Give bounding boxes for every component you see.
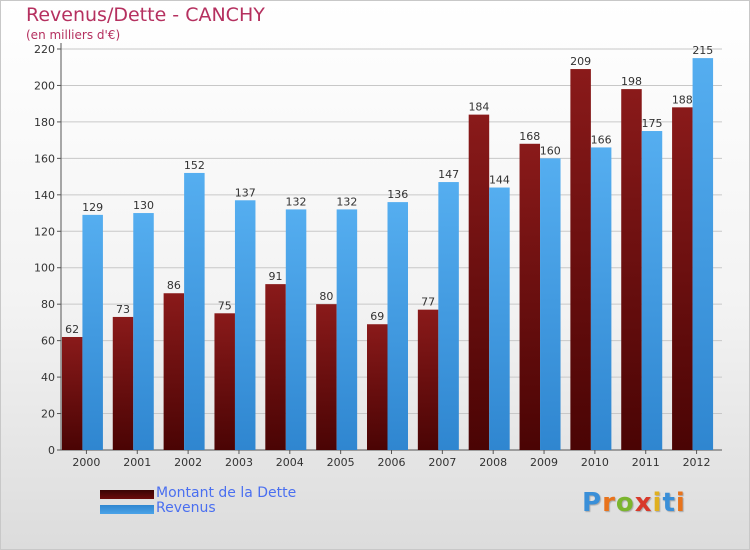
bar-debt xyxy=(621,89,642,450)
y-tick-label: 40 xyxy=(41,371,55,384)
data-label-debt: 168 xyxy=(519,130,540,143)
bar-revenue xyxy=(336,209,358,450)
logo-letter: r xyxy=(602,488,616,518)
data-label-debt: 91 xyxy=(269,270,283,283)
data-label-debt: 86 xyxy=(167,279,181,292)
data-label-debt: 62 xyxy=(65,323,79,336)
x-tick-label: 2000 xyxy=(72,456,100,469)
bar-debt xyxy=(112,316,134,450)
bar-revenue xyxy=(184,172,205,451)
legend-swatch-revenue xyxy=(100,505,154,514)
logo-letter: P xyxy=(582,488,603,518)
bar-debt xyxy=(468,114,490,451)
y-tick-label: 100 xyxy=(34,262,55,275)
chart-subtitle: (en milliers d'€) xyxy=(26,28,121,42)
bar-debt xyxy=(519,143,541,451)
bar-debt xyxy=(672,107,693,450)
data-label-revenue: 129 xyxy=(82,201,103,214)
x-tick-label: 2006 xyxy=(378,456,406,469)
y-tick-label: 180 xyxy=(34,116,55,129)
x-tick-label: 2008 xyxy=(479,456,507,469)
bar-revenue xyxy=(387,202,408,450)
data-label-debt: 188 xyxy=(672,93,693,106)
bar-revenue xyxy=(438,182,459,451)
data-label-revenue: 137 xyxy=(235,186,256,199)
bar-debt xyxy=(316,304,337,450)
x-tick-label: 2010 xyxy=(581,456,609,469)
bar-revenue xyxy=(82,214,103,450)
data-label-debt: 80 xyxy=(319,290,333,303)
data-label-debt: 198 xyxy=(621,75,642,88)
y-tick-label: 80 xyxy=(41,298,55,311)
bar-revenue xyxy=(234,200,256,450)
data-label-revenue: 130 xyxy=(133,199,154,212)
bar-debt xyxy=(367,324,388,450)
data-label-debt: 184 xyxy=(468,101,489,114)
data-label-revenue: 147 xyxy=(438,168,459,181)
data-label-debt: 69 xyxy=(370,310,384,323)
bar-revenue xyxy=(133,213,154,450)
proxiti-logo: Proxiti xyxy=(582,488,686,518)
data-label-revenue: 215 xyxy=(692,44,713,57)
bar-debt xyxy=(570,69,591,451)
logo-letter: t xyxy=(662,488,676,518)
data-label-revenue: 136 xyxy=(387,188,408,201)
logo-letter: i xyxy=(652,488,663,518)
x-tick-label: 2003 xyxy=(225,456,253,469)
data-label-revenue: 166 xyxy=(591,133,612,146)
data-label-revenue: 152 xyxy=(184,159,205,172)
y-tick-label: 140 xyxy=(34,189,55,202)
x-tick-label: 2011 xyxy=(632,456,660,469)
data-label-debt: 75 xyxy=(218,299,232,312)
bar-revenue xyxy=(540,158,561,450)
bar-debt xyxy=(417,309,439,450)
bar-revenue xyxy=(285,209,307,450)
data-label-revenue: 160 xyxy=(540,144,561,157)
y-tick-label: 220 xyxy=(34,43,55,56)
data-label-revenue: 132 xyxy=(286,195,307,208)
data-label-revenue: 132 xyxy=(336,195,357,208)
bar-debt xyxy=(265,284,286,450)
data-label-debt: 73 xyxy=(116,303,130,316)
y-tick-label: 200 xyxy=(34,79,55,92)
logo-letter: i xyxy=(675,488,686,518)
x-tick-label: 2012 xyxy=(683,456,711,469)
logo-letter: o xyxy=(615,488,635,518)
y-tick-label: 20 xyxy=(41,408,55,421)
x-tick-label: 2005 xyxy=(327,456,355,469)
x-tick-label: 2007 xyxy=(428,456,456,469)
bar-revenue xyxy=(641,131,663,451)
data-label-revenue: 144 xyxy=(489,174,510,187)
x-tick-label: 2001 xyxy=(123,456,151,469)
x-tick-label: 2002 xyxy=(174,456,202,469)
y-tick-label: 60 xyxy=(41,335,55,348)
legend-label-revenue: Revenus xyxy=(156,500,216,516)
bar-revenue xyxy=(692,58,714,450)
bar-debt xyxy=(61,336,83,450)
x-tick-label: 2004 xyxy=(276,456,304,469)
legend-label-debt: Montant de la Dette xyxy=(156,485,297,501)
bar-revenue xyxy=(590,147,612,450)
legend-swatch-debt xyxy=(100,490,154,499)
data-label-debt: 77 xyxy=(421,296,435,309)
logo-letter: x xyxy=(634,488,653,518)
bar-revenue xyxy=(489,187,510,450)
bar-debt xyxy=(214,313,235,450)
chart-title: Revenus/Dette - CANCHY xyxy=(26,4,265,26)
y-tick-label: 160 xyxy=(34,152,55,165)
bar-debt xyxy=(163,293,185,450)
y-tick-label: 120 xyxy=(34,225,55,238)
y-tick-label: 0 xyxy=(48,444,55,457)
data-label-revenue: 175 xyxy=(641,117,662,130)
x-tick-label: 2009 xyxy=(530,456,558,469)
data-label-debt: 209 xyxy=(570,55,591,68)
